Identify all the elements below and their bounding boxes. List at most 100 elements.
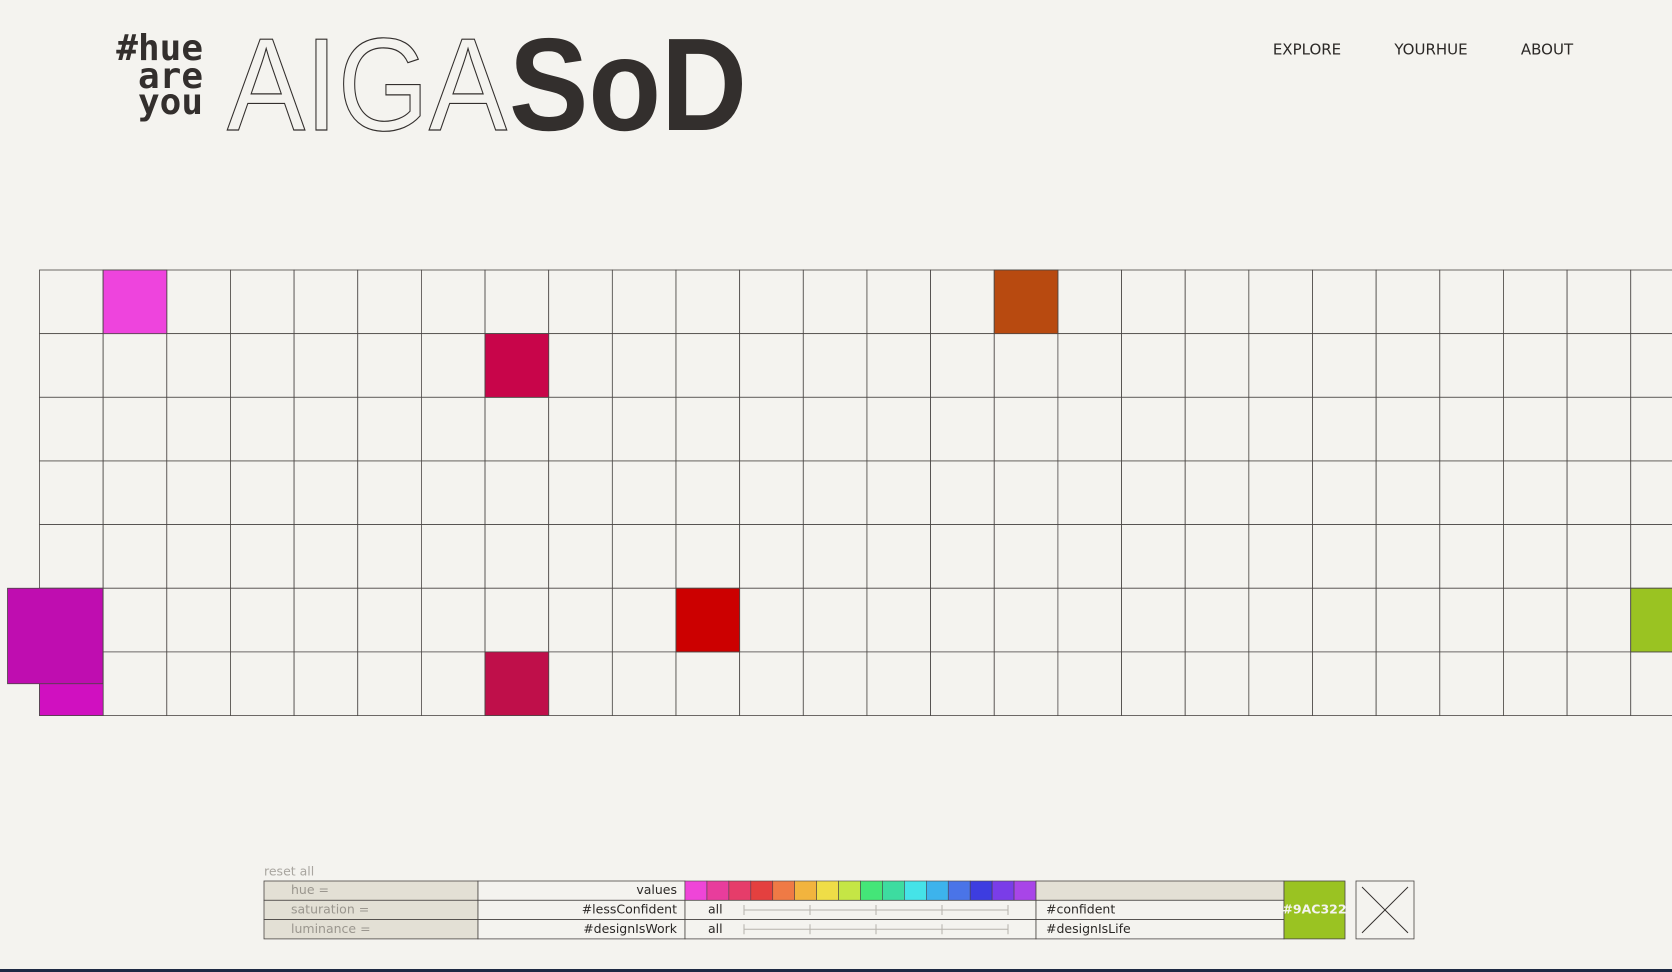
grid-cell[interactable] [293, 651, 359, 716]
grid-cell[interactable] [548, 524, 613, 589]
hue-swatch[interactable] [838, 880, 861, 901]
grid-cell[interactable] [611, 396, 677, 462]
grid-cell[interactable] [993, 333, 1059, 398]
grid-cell[interactable] [1248, 269, 1313, 335]
grid-cell[interactable] [1184, 396, 1250, 462]
grid-cell[interactable] [357, 587, 422, 653]
nav-link[interactable]: EXPLORE [1273, 41, 1341, 59]
grid-cell[interactable] [802, 460, 868, 526]
hue-swatch[interactable] [969, 880, 993, 901]
hue-swatch[interactable] [1013, 880, 1037, 901]
grid-cell[interactable] [357, 651, 422, 716]
grid-cell[interactable] [420, 651, 486, 716]
grid-cell[interactable] [1503, 524, 1568, 589]
grid-cell[interactable] [1312, 651, 1377, 716]
grid-cell[interactable] [739, 396, 804, 462]
color-cell[interactable] [675, 587, 741, 653]
grid-cell[interactable] [166, 651, 231, 716]
grid-cell[interactable] [611, 460, 677, 526]
grid-cell[interactable] [1312, 333, 1377, 398]
grid-cell[interactable] [102, 460, 168, 526]
grid-cell[interactable] [1503, 651, 1568, 716]
grid-cell[interactable] [39, 269, 104, 335]
grid-cell[interactable] [1057, 587, 1122, 653]
grid-cell[interactable] [1057, 269, 1122, 335]
grid-cell[interactable] [611, 587, 677, 653]
grid-cell[interactable] [420, 524, 486, 589]
grid-cell[interactable] [802, 587, 868, 653]
grid-cell[interactable] [930, 269, 995, 335]
grid-cell[interactable] [548, 333, 613, 398]
grid-cell[interactable] [1121, 396, 1186, 462]
grid-cell[interactable] [102, 333, 168, 398]
grid-cell[interactable] [230, 587, 295, 653]
grid-cell[interactable] [739, 651, 804, 716]
grid-cell[interactable] [675, 651, 741, 716]
grid-cell[interactable] [357, 396, 422, 462]
grid-cell[interactable] [675, 460, 741, 526]
grid-cell[interactable] [1312, 587, 1377, 653]
grid-cell[interactable] [1375, 651, 1441, 716]
grid-cell[interactable] [1566, 269, 1632, 335]
hue-swatch[interactable] [926, 880, 949, 901]
grid-cell[interactable] [675, 524, 741, 589]
grid-cell[interactable] [230, 269, 295, 335]
grid-cell[interactable] [357, 460, 422, 526]
grid-cell[interactable] [548, 460, 613, 526]
grid-cell[interactable] [166, 269, 231, 335]
grid-cell[interactable] [102, 396, 168, 462]
grid-cell[interactable] [420, 396, 486, 462]
grid-cell[interactable] [1630, 651, 1672, 716]
grid-cell[interactable] [739, 269, 804, 335]
grid-cell[interactable] [1184, 333, 1250, 398]
grid-cell[interactable] [1312, 396, 1377, 462]
grid-cell[interactable] [930, 460, 995, 526]
grid-cell[interactable] [930, 333, 995, 398]
grid-cell[interactable] [357, 524, 422, 589]
grid-cell[interactable] [1248, 460, 1313, 526]
grid-cell[interactable] [1248, 524, 1313, 589]
nav-link[interactable]: ABOUT [1521, 41, 1574, 59]
hue-swatch[interactable] [794, 880, 817, 901]
grid-cell[interactable] [866, 269, 932, 335]
grid-cell[interactable] [166, 587, 231, 653]
grid-cell[interactable] [930, 396, 995, 462]
grid-cell[interactable] [1503, 460, 1568, 526]
grid-cell[interactable] [1184, 587, 1250, 653]
grid-cell[interactable] [1439, 524, 1504, 589]
hue-swatch[interactable] [904, 880, 927, 901]
grid-cell[interactable] [802, 333, 868, 398]
grid-cell[interactable] [1248, 396, 1313, 462]
hue-swatch[interactable] [706, 880, 730, 901]
grid-cell[interactable] [1312, 524, 1377, 589]
grid-cell[interactable] [1184, 651, 1250, 716]
grid-cell[interactable] [1312, 460, 1377, 526]
grid-cell[interactable] [1121, 651, 1186, 716]
grid-cell[interactable] [1503, 587, 1568, 653]
grid-cell[interactable] [1184, 460, 1250, 526]
color-cell[interactable] [102, 269, 168, 335]
grid-cell[interactable] [1503, 396, 1568, 462]
grid-cell[interactable] [166, 396, 231, 462]
grid-cell[interactable] [1630, 333, 1672, 398]
grid-cell[interactable] [1248, 587, 1313, 653]
grid-cell[interactable] [230, 651, 295, 716]
grid-cell[interactable] [1057, 524, 1122, 589]
grid-cell[interactable] [866, 333, 932, 398]
grid-cell[interactable] [293, 460, 359, 526]
grid-cell[interactable] [611, 651, 677, 716]
grid-cell[interactable] [1312, 269, 1377, 335]
grid-cell[interactable] [930, 587, 995, 653]
grid-cell[interactable] [102, 651, 168, 716]
grid-cell[interactable] [739, 460, 804, 526]
grid-cell[interactable] [1566, 587, 1632, 653]
grid-cell[interactable] [1121, 333, 1186, 398]
grid-cell[interactable] [739, 333, 804, 398]
grid-cell[interactable] [802, 524, 868, 589]
grid-cell[interactable] [1566, 333, 1632, 398]
logo[interactable]: #hue are you AIGA SoD [116, 10, 747, 158]
grid-cell[interactable] [1566, 396, 1632, 462]
grid-cell[interactable] [1375, 524, 1441, 589]
grid-cell[interactable] [357, 269, 422, 335]
grid-cell[interactable] [420, 333, 486, 398]
